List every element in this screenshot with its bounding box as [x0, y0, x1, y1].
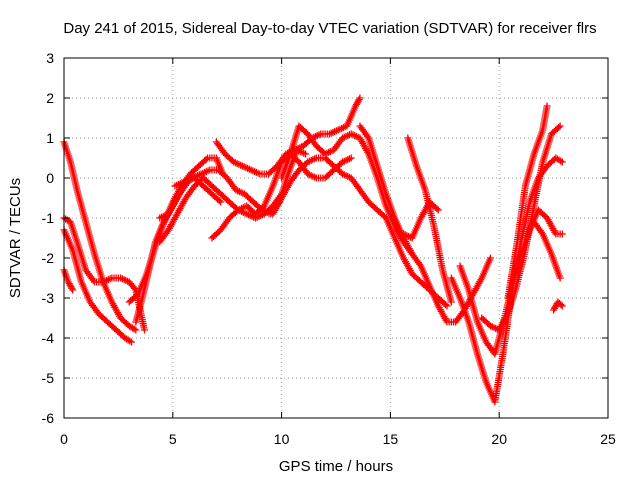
y-tick-label: -4 [42, 330, 55, 346]
series-track-21 [530, 218, 564, 282]
y-tick-label: 0 [46, 170, 54, 186]
data-point [355, 96, 363, 104]
data-point [127, 338, 135, 346]
grid-lines [64, 58, 608, 418]
series-track-14 [356, 122, 494, 326]
series-track-11 [212, 94, 364, 178]
y-tick-label: -2 [42, 250, 55, 266]
data-point [356, 94, 364, 102]
data-point [202, 155, 210, 163]
series-track-5 [60, 266, 77, 294]
series-track-3 [60, 214, 149, 334]
y-tick-label: 1 [46, 130, 54, 146]
data-point [132, 326, 140, 334]
data-point [68, 284, 76, 292]
series-track-20 [504, 102, 551, 302]
y-tick-label: 2 [46, 90, 54, 106]
data-point [130, 325, 138, 333]
x-tick-label: 25 [600, 431, 616, 447]
data-point [126, 337, 134, 345]
data-point [556, 274, 564, 282]
series-track-15 [404, 134, 455, 306]
data-point [217, 198, 225, 206]
data-point [558, 230, 566, 238]
data-point [558, 158, 566, 166]
chart-title: Day 241 of 2015, Sidereal Day-to-day VTE… [63, 20, 596, 37]
data-point [557, 157, 565, 165]
data-point [556, 122, 564, 130]
data-point [486, 254, 494, 262]
y-tick-label: -3 [42, 290, 55, 306]
data-point [442, 301, 450, 309]
series-track-16 [399, 198, 442, 242]
data-point [558, 302, 566, 310]
series-track-22 [550, 298, 566, 314]
x-tick-label: 5 [169, 431, 177, 447]
series-track-6 [125, 154, 227, 306]
data-point [433, 205, 441, 213]
y-axis-label: SDTVAR / TECUs [7, 178, 24, 298]
data-point [434, 206, 442, 214]
x-tick-label: 0 [60, 431, 68, 447]
data-point [347, 154, 355, 162]
data-point [131, 284, 139, 292]
data-marks [60, 94, 566, 406]
data-point [69, 286, 77, 294]
data-point [555, 123, 563, 131]
series-track-4 [60, 226, 135, 346]
data-point [141, 326, 149, 334]
series-track-19 [478, 122, 564, 334]
data-point [557, 301, 565, 309]
y-tick-label: -6 [42, 410, 55, 426]
series-track-13 [269, 154, 451, 310]
data-point [443, 302, 451, 310]
y-tick-label: -1 [42, 210, 55, 226]
data-point [215, 197, 223, 205]
series-track-8 [156, 174, 225, 222]
x-axis-label: GPS time / hours [279, 458, 393, 475]
series-track-12 [278, 122, 416, 258]
data-point [543, 102, 551, 110]
x-tick-label: 20 [491, 431, 507, 447]
y-tick-label: 3 [46, 50, 54, 66]
data-point [447, 298, 455, 306]
x-tick-label: 10 [274, 431, 290, 447]
data-point [302, 150, 310, 158]
y-tick-label: -5 [42, 370, 55, 386]
x-tick-label: 15 [383, 431, 399, 447]
plot-frame [63, 57, 609, 419]
